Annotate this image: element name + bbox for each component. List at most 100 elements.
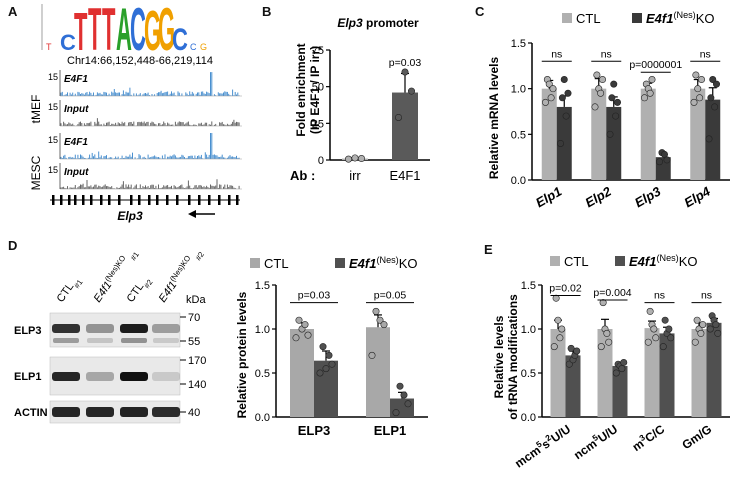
legend-label: E4f1(Nes)KO bbox=[646, 10, 715, 26]
data-point bbox=[351, 154, 359, 162]
data-point bbox=[652, 334, 660, 342]
bar bbox=[290, 329, 314, 417]
y-tick-label: 25 bbox=[312, 118, 324, 130]
western-blot: CTL#1 E4f1(Nes)KO #1 CTL#2 E4f1(Nes)KO #2 kD… bbox=[14, 245, 224, 450]
bar bbox=[366, 327, 390, 417]
motif-letter: T bbox=[88, 0, 102, 63]
lane-label-part: E4f1 bbox=[157, 279, 180, 304]
data-point bbox=[707, 94, 715, 102]
data-point bbox=[698, 76, 706, 84]
gene-name: Elp3 bbox=[117, 209, 143, 223]
y-axis-title: Relative mRNA levels bbox=[487, 57, 501, 180]
data-point bbox=[593, 71, 601, 79]
data-point bbox=[560, 76, 568, 84]
bar bbox=[612, 365, 628, 417]
data-point bbox=[567, 344, 575, 352]
legend-label-part: (Nes) bbox=[673, 10, 695, 20]
significance-label: p=0.02 bbox=[549, 283, 582, 295]
data-point bbox=[558, 325, 566, 333]
legend-swatch bbox=[250, 258, 260, 268]
data-point bbox=[556, 334, 564, 342]
data-point bbox=[656, 158, 664, 166]
legend-label: E4f1(Nes)KO bbox=[629, 253, 698, 269]
data-point bbox=[400, 391, 408, 399]
track-scale: 15 bbox=[48, 72, 58, 82]
bar bbox=[640, 88, 656, 180]
blot-band bbox=[86, 324, 114, 333]
data-point bbox=[690, 98, 698, 106]
motif-letter: G bbox=[158, 0, 175, 63]
gene-exon bbox=[166, 195, 169, 205]
data-point bbox=[712, 321, 720, 329]
category-label: mcm5s2U/U bbox=[511, 420, 573, 470]
data-point bbox=[292, 334, 300, 342]
data-point bbox=[550, 343, 558, 351]
blot-row-label: ELP3 bbox=[14, 325, 42, 337]
legend-label-part: E4f1 bbox=[349, 256, 376, 271]
significance-label: p=0000001 bbox=[629, 59, 682, 71]
blot-band bbox=[86, 372, 114, 381]
data-point bbox=[558, 94, 566, 102]
chart-title-part: Elp3 bbox=[337, 16, 363, 30]
track-group-label: tMEF bbox=[30, 95, 43, 124]
bar bbox=[556, 106, 572, 180]
blot-row-label: ELP1 bbox=[14, 371, 42, 383]
y-axis-title-line: Relative mRNA levels bbox=[487, 57, 501, 180]
data-point bbox=[694, 85, 702, 93]
category-label-part: U/U bbox=[548, 422, 573, 445]
gene-exon bbox=[208, 195, 211, 205]
track-label: E4F1 bbox=[64, 74, 88, 85]
data-point bbox=[564, 89, 572, 97]
data-point bbox=[380, 321, 388, 329]
significance-label: ns bbox=[701, 290, 712, 302]
data-point bbox=[693, 316, 701, 324]
motif-letter: G bbox=[144, 0, 161, 63]
bar bbox=[706, 322, 722, 417]
data-point bbox=[368, 351, 376, 359]
gene-exon bbox=[100, 195, 103, 205]
gene-exon bbox=[176, 195, 179, 205]
data-point bbox=[663, 156, 671, 164]
y-tick-label: 75 bbox=[312, 45, 324, 57]
data-point bbox=[608, 94, 616, 102]
y-tick-label: 0.0 bbox=[521, 412, 536, 424]
data-point bbox=[552, 294, 560, 302]
data-point bbox=[376, 316, 384, 324]
data-point bbox=[709, 76, 717, 84]
data-point bbox=[304, 331, 312, 339]
gene-exon bbox=[148, 195, 151, 205]
y-tick-label: 0.0 bbox=[255, 412, 270, 424]
legend-swatch bbox=[632, 13, 642, 23]
data-point bbox=[322, 365, 330, 373]
data-point bbox=[641, 94, 649, 102]
chart-title-part: promoter bbox=[363, 16, 419, 30]
gene-exon bbox=[108, 195, 111, 205]
y-axis-title-line: Relative protein levels bbox=[235, 291, 249, 418]
data-point bbox=[614, 98, 622, 106]
gene-exon bbox=[218, 195, 221, 205]
bar bbox=[606, 106, 622, 180]
y-tick-label: 50 bbox=[312, 82, 324, 94]
track-label: E4F1 bbox=[64, 137, 88, 148]
gene-exon bbox=[236, 195, 239, 205]
y-tick-label: 0.5 bbox=[255, 368, 270, 380]
category-label: Elp2 bbox=[582, 183, 614, 210]
y-tick-label: 1.5 bbox=[255, 280, 270, 292]
lane-label-part: #1 bbox=[72, 278, 84, 290]
data-point bbox=[573, 347, 581, 355]
gene-exon bbox=[74, 195, 77, 205]
data-point bbox=[557, 139, 565, 147]
y-axis-title-line: of tRNA modifications bbox=[506, 294, 520, 420]
x-axis-title: Ab : bbox=[290, 168, 315, 183]
blot-band-minor bbox=[153, 338, 179, 343]
kda-header: kDa bbox=[186, 294, 206, 306]
data-point bbox=[650, 325, 658, 333]
data-point bbox=[597, 89, 605, 97]
panel-b-label: B bbox=[262, 4, 272, 19]
data-point bbox=[562, 112, 570, 120]
data-point bbox=[401, 68, 409, 76]
data-point bbox=[711, 103, 719, 111]
data-point bbox=[392, 409, 400, 417]
data-point bbox=[646, 307, 654, 315]
lane-label-part: #2 bbox=[192, 250, 206, 264]
